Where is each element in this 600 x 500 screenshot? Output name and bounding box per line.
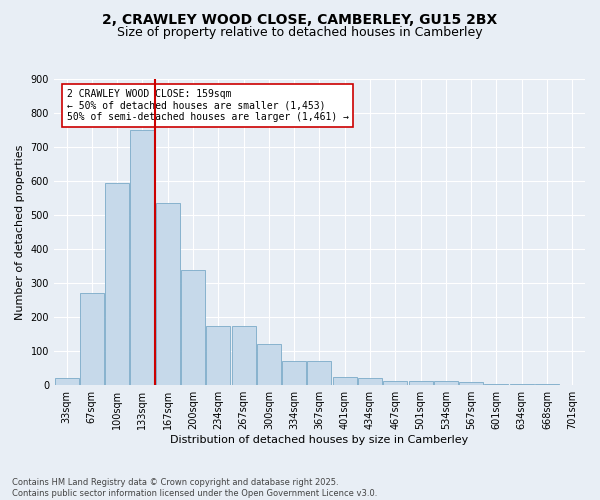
Bar (409, 381, 433, 385)
Bar (535, 384, 559, 385)
Text: 2 CRAWLEY WOOD CLOSE: 159sqm
← 50% of detached houses are smaller (1,453)
50% of: 2 CRAWLEY WOOD CLOSE: 159sqm ← 50% of de… (67, 89, 349, 122)
Bar (434, 381, 458, 385)
Bar (181, 270, 205, 385)
Bar (257, 344, 281, 385)
Bar (333, 376, 357, 385)
Y-axis label: Number of detached properties: Number of detached properties (15, 144, 25, 320)
Bar (484, 384, 508, 385)
Bar (156, 203, 180, 385)
Bar (383, 381, 407, 385)
Bar (358, 378, 382, 385)
Bar (232, 326, 256, 385)
Bar (307, 362, 331, 385)
Text: 2, CRAWLEY WOOD CLOSE, CAMBERLEY, GU15 2BX: 2, CRAWLEY WOOD CLOSE, CAMBERLEY, GU15 2… (103, 12, 497, 26)
Bar (282, 362, 306, 385)
Bar (55, 378, 79, 385)
Text: Contains HM Land Registry data © Crown copyright and database right 2025.
Contai: Contains HM Land Registry data © Crown c… (12, 478, 377, 498)
Bar (206, 326, 230, 385)
X-axis label: Distribution of detached houses by size in Camberley: Distribution of detached houses by size … (170, 435, 469, 445)
Bar (130, 130, 154, 385)
Bar (80, 294, 104, 385)
Text: Size of property relative to detached houses in Camberley: Size of property relative to detached ho… (117, 26, 483, 39)
Bar (105, 183, 129, 385)
Bar (510, 384, 534, 385)
Bar (459, 382, 483, 385)
